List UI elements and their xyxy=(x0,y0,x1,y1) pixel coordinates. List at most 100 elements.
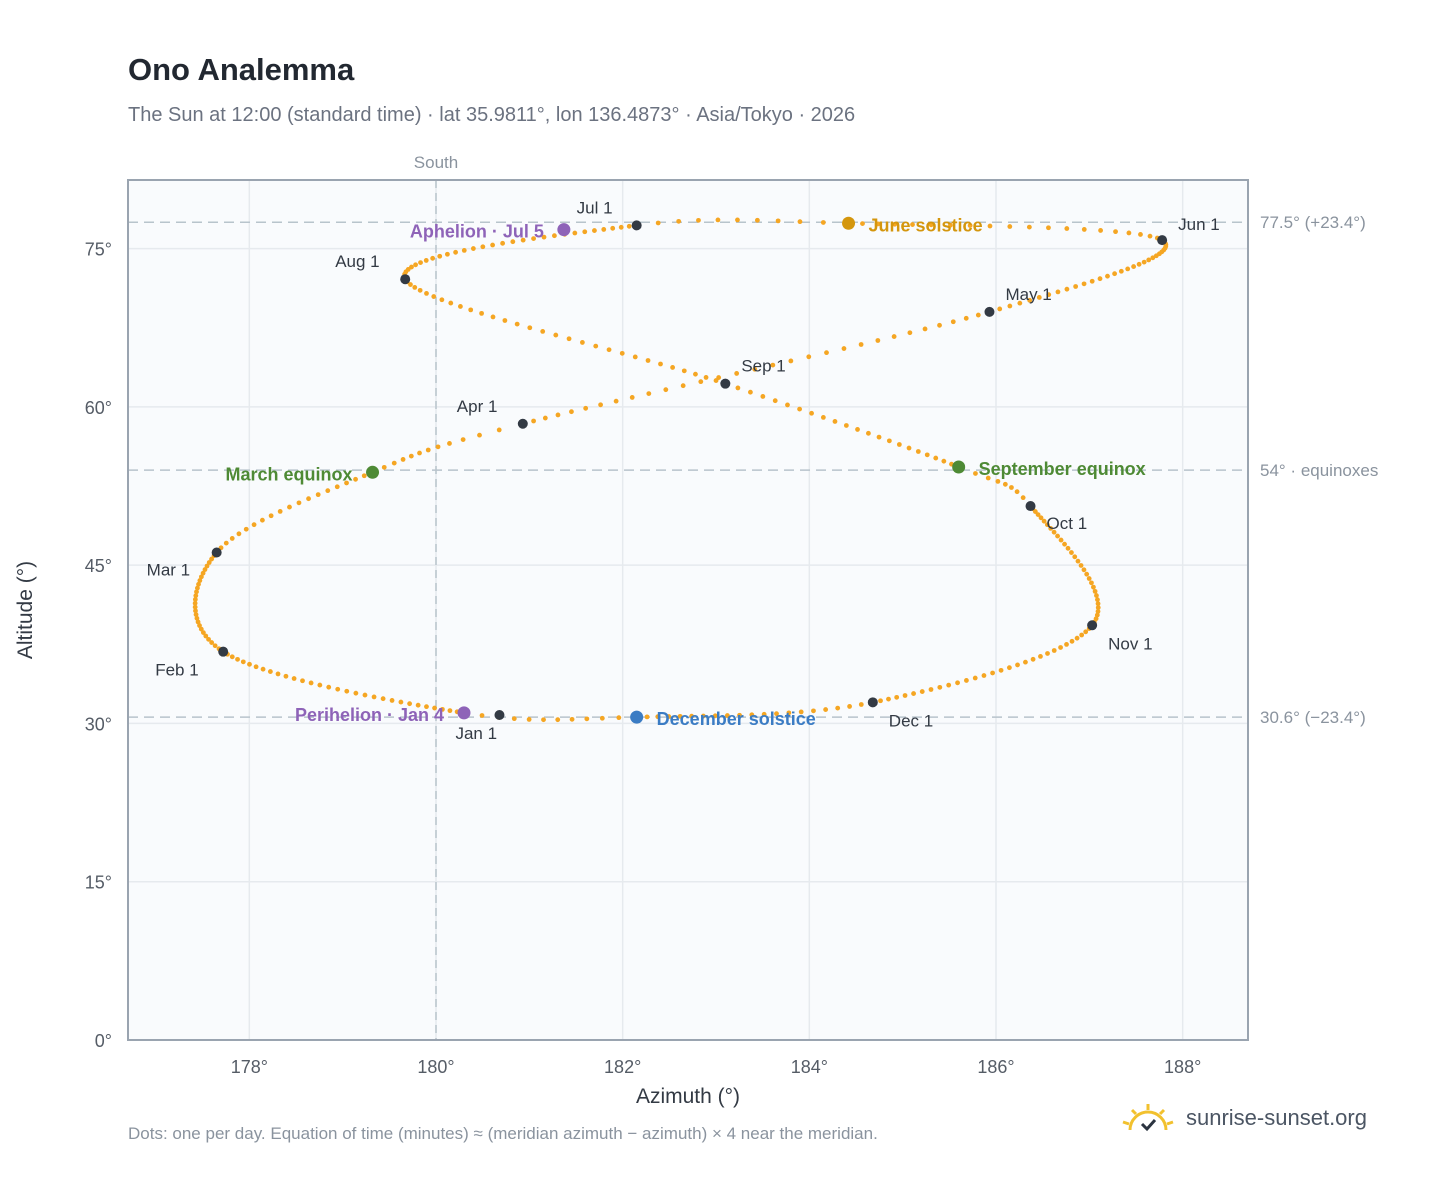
daily-sun-dot xyxy=(875,338,881,343)
daily-sun-dot xyxy=(381,464,387,470)
daily-sun-dot xyxy=(468,307,474,313)
daily-sun-dot xyxy=(448,300,454,306)
event-label: Perihelion · Jan 4 xyxy=(295,705,444,725)
daily-sun-dot xyxy=(204,563,210,569)
event-marker xyxy=(366,465,380,479)
daily-sun-dot xyxy=(197,623,202,628)
daily-sun-dot xyxy=(975,312,981,318)
daily-sun-dot xyxy=(1062,541,1067,547)
daily-sun-dot xyxy=(391,460,397,466)
daily-sun-dot xyxy=(1081,227,1087,232)
daily-sun-dot xyxy=(593,343,599,349)
daily-sun-dot xyxy=(437,253,443,259)
daily-sun-dot xyxy=(1006,665,1012,671)
daily-sun-dot xyxy=(1027,297,1033,303)
daily-sun-dot xyxy=(797,406,802,412)
daily-sun-dot xyxy=(1097,276,1103,282)
daily-sun-dot xyxy=(1126,230,1132,236)
daily-sun-dot xyxy=(772,398,778,404)
daily-sun-dot xyxy=(413,262,418,268)
daily-sun-dot xyxy=(584,716,590,722)
daily-sun-dot xyxy=(415,702,421,708)
month-label: Oct 1 xyxy=(1047,514,1088,533)
daily-sun-dot xyxy=(981,673,987,678)
daily-sun-dot xyxy=(1079,632,1085,638)
daily-sun-dot xyxy=(526,717,532,722)
daily-sun-dot xyxy=(809,410,814,416)
y-tick-label: 60° xyxy=(85,398,112,418)
daily-sun-dot xyxy=(712,713,718,719)
daily-sun-dot xyxy=(655,220,661,226)
daily-sun-dot xyxy=(820,220,826,225)
daily-sun-dot xyxy=(317,682,323,688)
daily-sun-dot xyxy=(847,704,852,709)
daily-sun-dot xyxy=(941,458,947,464)
y-axis-label: Altitude (°) xyxy=(14,561,37,659)
daily-sun-dot xyxy=(735,385,741,391)
daily-sun-dot xyxy=(1073,284,1079,289)
daily-sun-dot xyxy=(412,284,418,290)
daily-sun-dot xyxy=(1072,554,1078,560)
daily-sun-dot xyxy=(1041,518,1047,524)
daily-sun-dot xyxy=(510,239,516,245)
daily-sun-dot xyxy=(1081,567,1087,573)
daily-sun-dot xyxy=(240,659,246,665)
daily-sun-dot xyxy=(1146,257,1152,263)
brand[interactable]: sunrise-sunset.org xyxy=(1120,1100,1367,1136)
daily-sun-dot xyxy=(1092,588,1098,594)
daily-sun-dot xyxy=(531,418,536,424)
daily-sun-dot xyxy=(195,619,201,625)
month-label: Jan 1 xyxy=(455,724,497,743)
y-tick-label: 15° xyxy=(85,873,112,893)
daily-sun-dot xyxy=(955,680,960,686)
daily-sun-dot xyxy=(858,702,864,707)
daily-sun-dot xyxy=(891,334,897,339)
daily-sun-dot xyxy=(424,704,429,710)
daily-sun-dot xyxy=(1086,576,1092,581)
x-tick-label: 180° xyxy=(417,1057,454,1077)
x-tick-label: 186° xyxy=(977,1057,1014,1077)
daily-sun-dot xyxy=(990,670,995,676)
daily-sun-dot xyxy=(490,242,496,248)
daily-sun-dot xyxy=(967,223,973,228)
daily-sun-dot xyxy=(645,358,651,363)
daily-sun-dot xyxy=(197,578,203,583)
daily-sun-dot xyxy=(1150,255,1156,261)
daily-sun-dot xyxy=(755,217,760,223)
daily-sun-dot xyxy=(619,350,625,356)
daily-sun-dot xyxy=(283,673,289,679)
daily-sun-dot xyxy=(423,258,429,263)
brand-name: sunrise-sunset.org xyxy=(1186,1105,1367,1130)
daily-sun-dot xyxy=(514,321,520,327)
daily-sun-dot xyxy=(206,560,212,565)
daily-sun-dot xyxy=(1038,515,1044,521)
daily-sun-dot xyxy=(798,709,804,715)
meridian-label: South xyxy=(414,153,458,172)
month-label: Jun 1 xyxy=(1178,215,1220,234)
daily-sun-dot xyxy=(520,237,526,243)
month-label: Nov 1 xyxy=(1108,634,1152,653)
daily-sun-dot xyxy=(194,589,199,595)
daily-sun-dot xyxy=(344,688,350,694)
reference-line-label: 77.5° (+23.4°) xyxy=(1260,213,1366,232)
daily-sun-dot xyxy=(353,476,358,482)
daily-sun-dot xyxy=(1095,608,1101,614)
event-marker xyxy=(557,223,571,237)
daily-sun-dot xyxy=(425,447,431,453)
daily-sun-dot xyxy=(924,452,930,458)
daily-sun-dot xyxy=(362,692,368,698)
daily-sun-dot xyxy=(566,336,572,342)
daily-sun-dot xyxy=(770,362,776,368)
daily-sun-dot xyxy=(1136,261,1142,267)
daily-sun-dot xyxy=(300,678,305,684)
daily-sun-dot xyxy=(906,445,912,451)
daily-sun-dot xyxy=(1081,281,1087,287)
daily-sun-dot xyxy=(761,711,767,717)
daily-sun-dot xyxy=(296,500,302,506)
daily-sun-dot xyxy=(200,570,206,576)
daily-sun-dot xyxy=(408,282,413,287)
event-marker xyxy=(952,460,966,474)
daily-sun-dot xyxy=(229,536,235,541)
daily-sun-dot xyxy=(950,319,956,325)
